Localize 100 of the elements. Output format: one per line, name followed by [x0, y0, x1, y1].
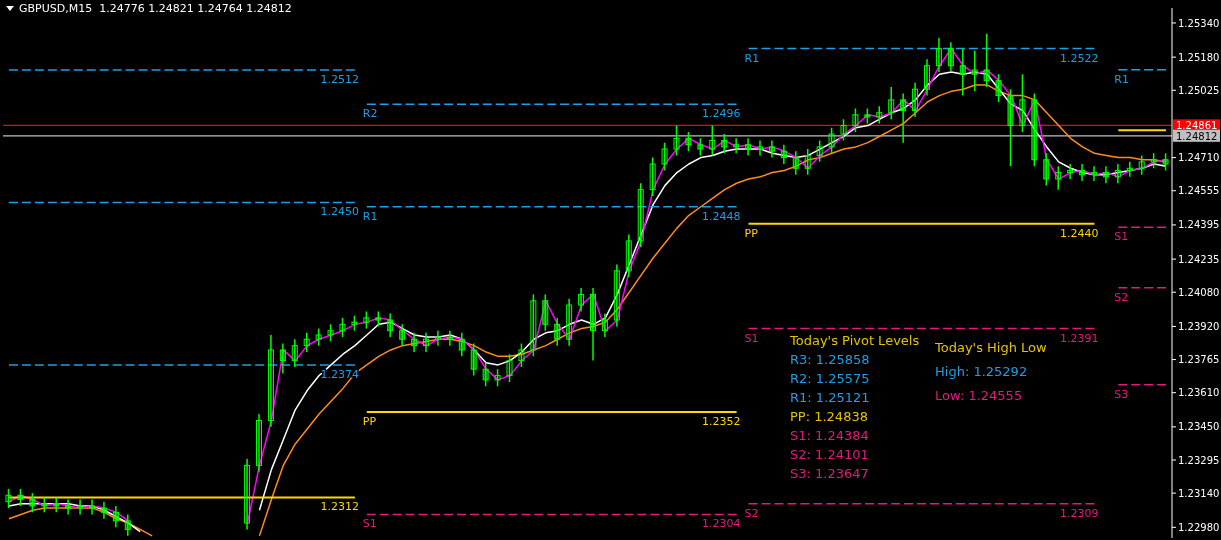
candlestick — [995, 73, 1002, 103]
candlestick — [971, 49, 978, 93]
data-label: 1.2522 — [1059, 51, 1099, 65]
data-label: 1.2312 — [320, 500, 359, 514]
candlestick — [518, 342, 525, 368]
annotation: High: 1.25292 — [935, 364, 1028, 380]
candlestick — [1007, 88, 1014, 167]
series-label: R2 — [362, 107, 378, 121]
candlestick — [458, 332, 465, 358]
candlestick — [816, 139, 823, 163]
candlestick — [566, 297, 573, 347]
y-tick-label: 1.23450 — [1178, 421, 1220, 433]
candlestick — [470, 342, 477, 377]
series-label: S3 — [1114, 387, 1129, 401]
annotation: S3: 1.23647 — [790, 466, 869, 482]
candlestick — [935, 37, 942, 73]
data-label: 1.2450 — [320, 205, 359, 219]
chart-title: GBPUSD,M15 1.24776 1.24821 1.24764 1.24812 — [19, 2, 292, 15]
y-tick-label: 1.25180 — [1178, 51, 1220, 63]
candlestick — [768, 139, 775, 159]
series-label: S1 — [362, 517, 377, 531]
candlestick — [578, 287, 585, 313]
candlestick — [888, 86, 895, 120]
candlestick — [613, 263, 620, 328]
series-label: R1 — [362, 209, 378, 223]
data-label: 1.2352 — [702, 414, 741, 428]
candlestick — [29, 492, 36, 514]
candlestick — [423, 332, 429, 353]
y-tick-label: 1.25340 — [1178, 17, 1220, 29]
candlestick — [291, 338, 298, 368]
candlestick — [542, 293, 549, 332]
annotation: R2: 1.25575 — [790, 371, 870, 387]
candlestick — [661, 141, 668, 172]
candlestick — [5, 488, 12, 509]
candlestick — [112, 505, 119, 529]
series-label: R1 — [1114, 72, 1129, 86]
candlestick — [792, 150, 799, 176]
candlestick — [77, 498, 84, 516]
candlestick — [1031, 92, 1038, 167]
candlestick — [65, 498, 72, 516]
candlestick — [1138, 154, 1145, 176]
candlestick — [434, 329, 441, 347]
series-label: S2 — [1114, 290, 1129, 304]
y-tick-label: 1.25025 — [1178, 84, 1220, 96]
candlestick — [912, 82, 919, 118]
annotation: S2: 1.24101 — [790, 447, 869, 463]
candlestick — [53, 496, 60, 514]
ref-line-label: 1.24861 — [1176, 120, 1218, 132]
candlestick — [339, 317, 346, 338]
annotation: R3: 1.25858 — [790, 352, 870, 368]
candlestick — [1114, 163, 1121, 184]
series-label: S1 — [1114, 230, 1129, 244]
candlestick — [411, 332, 418, 353]
candlestick — [1102, 165, 1109, 184]
candlestick — [1019, 73, 1026, 133]
candlestick — [446, 329, 453, 347]
data-label: 1.2440 — [1059, 226, 1099, 240]
candlestick — [721, 133, 728, 155]
candlestick — [673, 124, 680, 157]
candlestick — [780, 144, 787, 165]
y-tick-label: 1.23920 — [1178, 320, 1220, 332]
candlestick — [900, 92, 907, 144]
series-label: R1 — [744, 51, 760, 65]
annotation: S1: 1.24384 — [790, 428, 869, 444]
y-tick-label: 1.23765 — [1178, 354, 1220, 366]
candlestick — [804, 148, 811, 176]
y-tick-label: 1.23295 — [1178, 454, 1220, 466]
candlestick — [267, 334, 274, 428]
candlestick — [1043, 152, 1050, 187]
y-tick-label: 1.22980 — [1178, 521, 1220, 533]
candlestick — [924, 58, 930, 97]
y-tick-label: 1.24080 — [1178, 286, 1220, 298]
candlestick — [399, 323, 406, 347]
candlestick — [709, 124, 716, 157]
annotation: R1: 1.25121 — [790, 390, 870, 406]
candlestick — [625, 233, 632, 279]
y-tick-label: 1.23140 — [1178, 487, 1220, 499]
candlestick — [554, 317, 561, 347]
candlestick — [983, 32, 990, 88]
candlestick — [590, 287, 596, 362]
candlestick — [1126, 161, 1133, 178]
candlestick — [279, 342, 286, 375]
candlestick — [1091, 165, 1097, 182]
series-label: PP — [362, 414, 377, 428]
y-tick-label: 1.24395 — [1178, 219, 1220, 231]
candlestick — [757, 139, 763, 157]
annotation: Low: 1.24555 — [935, 388, 1023, 404]
series-label: S1 — [744, 331, 759, 345]
candlestick — [303, 332, 310, 353]
candlestick — [601, 312, 608, 338]
candlestick — [685, 131, 692, 152]
candlestick — [100, 500, 107, 520]
candlestick — [1079, 163, 1086, 182]
candlestick — [947, 41, 954, 73]
candlestick — [387, 312, 394, 338]
data-label: 1.2496 — [702, 107, 741, 121]
candlestick — [733, 137, 740, 155]
candlestick — [124, 513, 131, 537]
data-label: 1.2512 — [320, 72, 359, 86]
candlestick — [959, 47, 966, 97]
